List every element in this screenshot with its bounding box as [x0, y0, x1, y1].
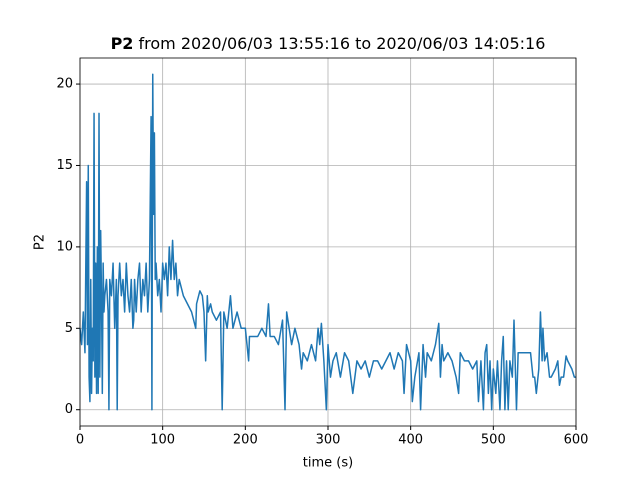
x-tick-label: 600	[564, 433, 589, 448]
chart-title: P2 from 2020/06/03 13:55:16 to 2020/06/0…	[111, 34, 546, 53]
y-tick-label: 5	[65, 321, 73, 336]
y-tick-label: 10	[56, 239, 73, 254]
x-tick-label: 500	[481, 433, 506, 448]
x-tick-label: 0	[76, 433, 84, 448]
plot-frame	[79, 57, 577, 427]
y-tick-label: 0	[65, 402, 73, 417]
y-tick-label: 20	[56, 77, 73, 92]
y-axis-label: P2	[33, 234, 48, 250]
title-name: P2	[111, 34, 134, 53]
data-line	[79, 73, 576, 411]
x-tick-label: 100	[150, 433, 175, 448]
title-text: from 2020/06/03 13:55:16 to 2020/06/03 1…	[139, 34, 546, 53]
x-tick-label: 400	[398, 433, 423, 448]
x-tick-label: 200	[233, 433, 258, 448]
x-axis-label: time (s)	[303, 456, 353, 471]
y-tick-label: 15	[56, 158, 73, 173]
x-tick-label: 300	[316, 433, 341, 448]
